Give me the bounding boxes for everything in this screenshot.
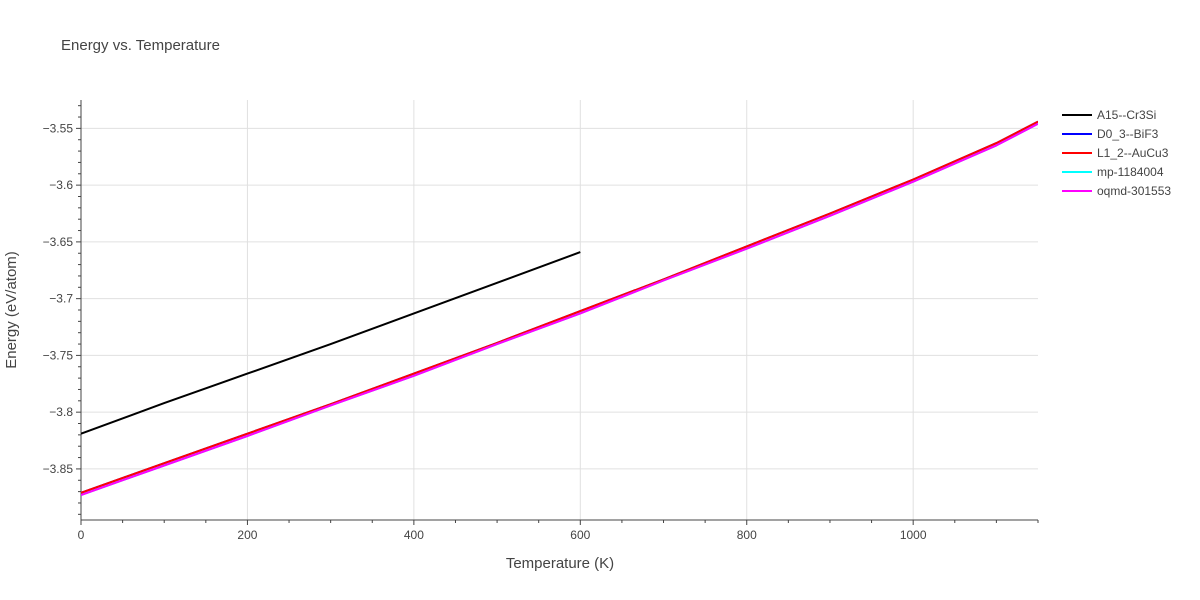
x-tick-label: 0: [78, 528, 85, 542]
x-tick-label: 1000: [900, 528, 927, 542]
y-tick-label: −3.55: [43, 121, 74, 135]
x-tick-label: 800: [737, 528, 757, 542]
x-tick-label: 600: [570, 528, 590, 542]
series-line-4: [81, 122, 1038, 496]
y-tick-label: −3.6: [49, 178, 73, 192]
series-line-0: [81, 251, 581, 435]
y-tick-label: −3.7: [49, 292, 73, 306]
x-tick-label: 400: [404, 528, 424, 542]
grid-lines: [81, 100, 1038, 520]
data-series: [81, 120, 1038, 496]
series-line-3: [81, 122, 1038, 496]
legend-label: mp-1184004: [1097, 165, 1164, 179]
x-tick-label: 200: [237, 528, 257, 542]
y-tick-label: −3.8: [49, 405, 73, 419]
x-axis-label: Temperature (K): [506, 555, 614, 572]
series-line-2: [81, 120, 1038, 494]
legend-label: oqmd-301553: [1097, 184, 1171, 198]
y-tick-label: −3.75: [43, 348, 74, 362]
chart-title: Energy vs. Temperature: [61, 37, 220, 54]
legend-label: A15--Cr3Si: [1097, 108, 1156, 122]
legend-label: L1_2--AuCu3: [1097, 146, 1169, 160]
legend: A15--Cr3Si D0_3--BiF3 L1_2--AuCu3 mp-118400…: [1062, 108, 1171, 198]
y-tick-label: −3.85: [43, 462, 74, 476]
legend-label: D0_3--BiF3: [1097, 127, 1159, 141]
axes: 0 200 400 600 800 1000 −3.85 −3.8 −3.75 −3.7 −3.65…: [43, 100, 1039, 542]
y-axis-label: Energy (eV/atom): [3, 251, 20, 369]
y-tick-label: −3.65: [43, 235, 74, 249]
series-line-1: [81, 120, 1038, 494]
